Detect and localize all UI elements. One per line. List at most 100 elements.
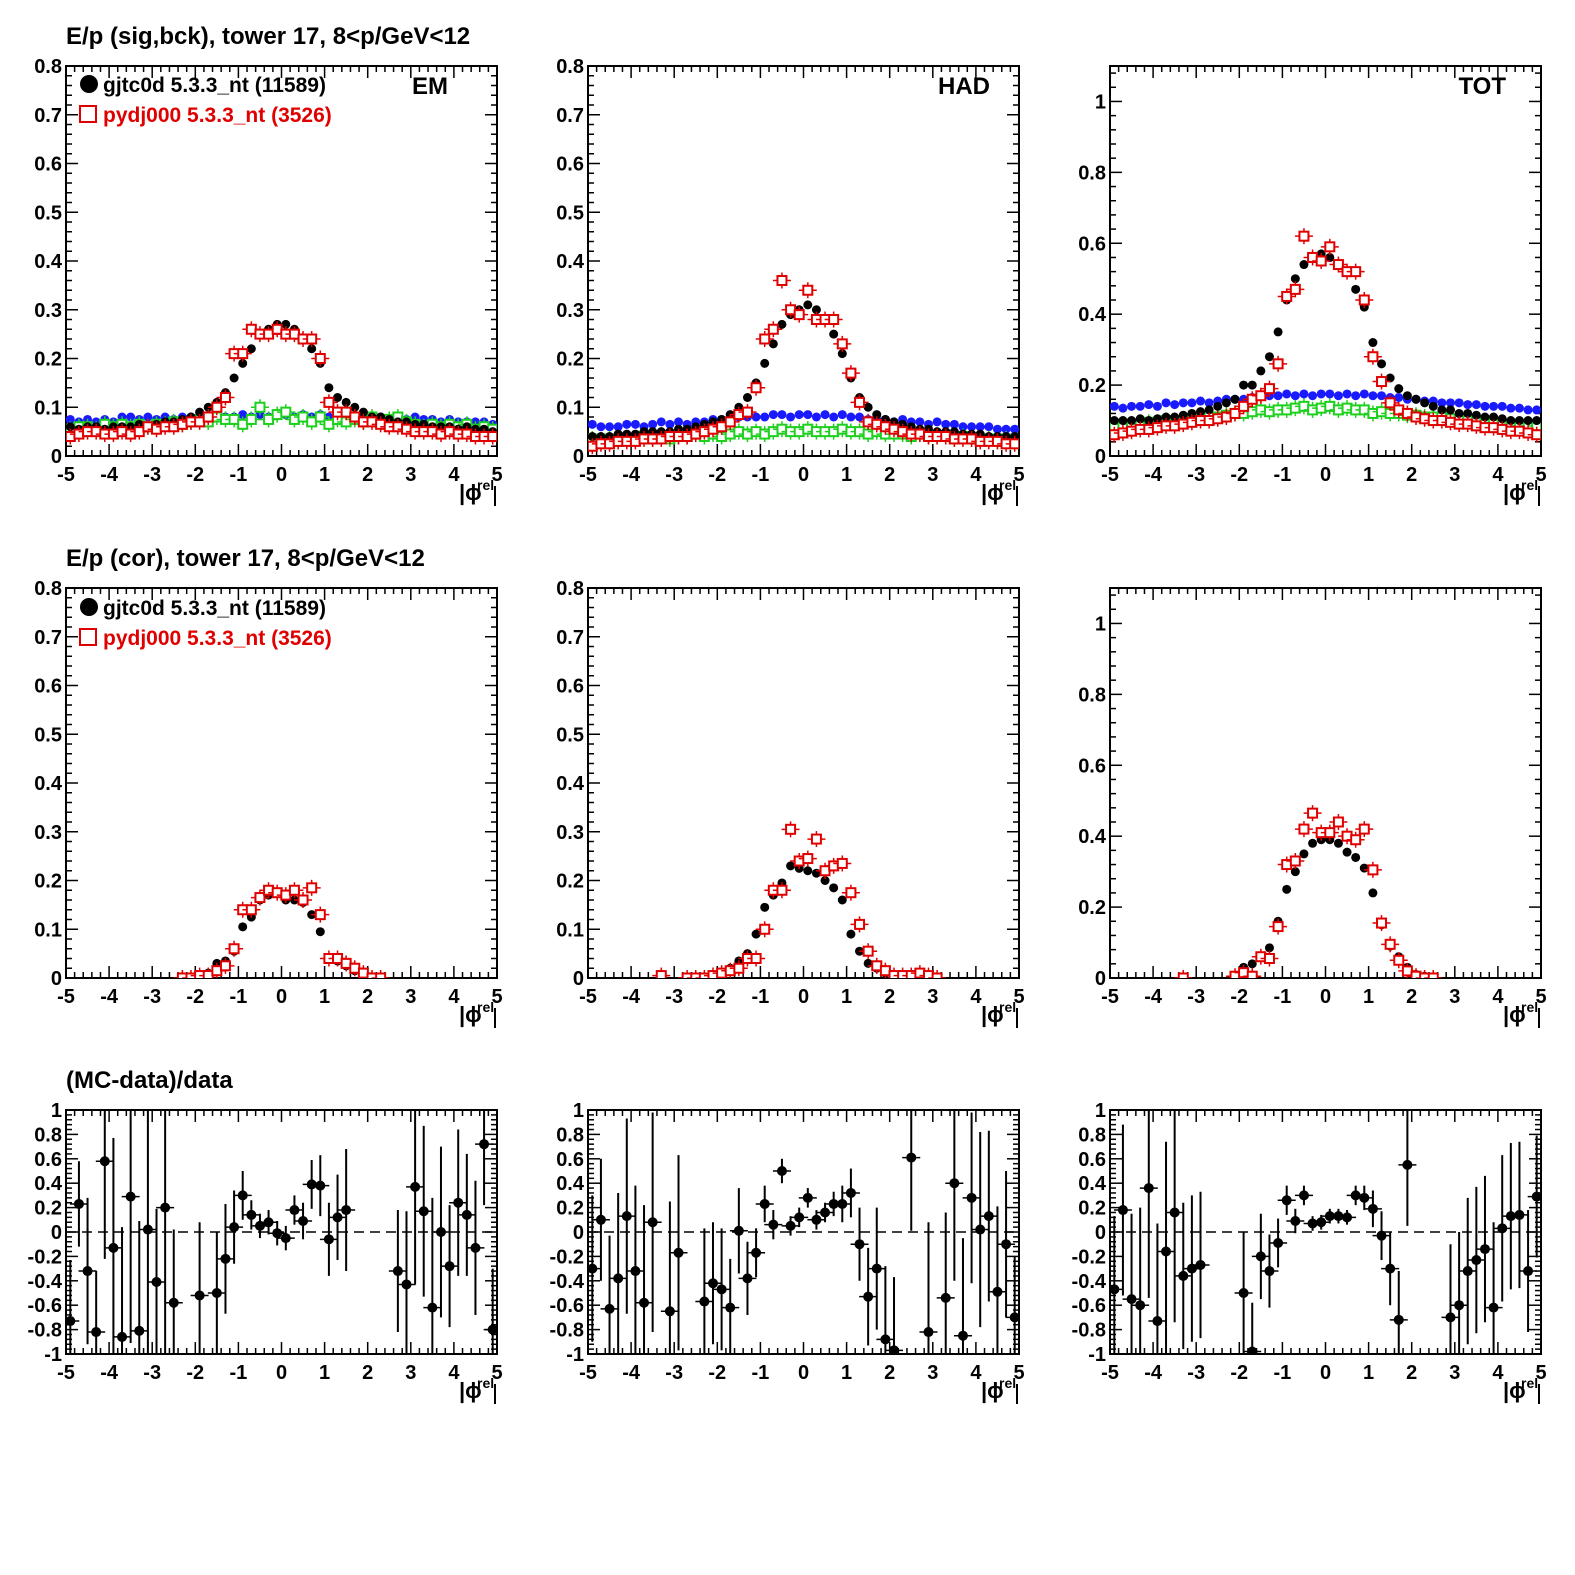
point-bck-data	[1471, 400, 1481, 410]
panel-tag-tot: TOT	[1458, 73, 1506, 100]
point-sig-data	[1351, 284, 1361, 294]
x-tick-label: 1	[1363, 986, 1374, 1008]
point-bck-mc	[254, 401, 266, 413]
ratio-point	[768, 1219, 779, 1230]
ratio-point	[487, 1324, 497, 1335]
y-tick-label: 0.6	[1078, 755, 1106, 777]
x-tick-label: 2	[362, 464, 373, 486]
point-sig-mc	[237, 348, 249, 360]
x-tick-label: 5	[1013, 1362, 1024, 1384]
plot-marks	[1110, 1110, 1541, 1354]
x-axis-label: |ϕ	[1503, 480, 1526, 505]
plot-marks	[173, 879, 390, 978]
point-bck-data	[941, 419, 951, 429]
point-sig-data	[195, 407, 205, 417]
point-sig-mc	[741, 406, 753, 418]
ratio-point	[1505, 1211, 1516, 1222]
point-cor-data	[1247, 959, 1257, 969]
y-tick-label: 0.4	[1078, 826, 1107, 848]
point-sig-data	[1385, 373, 1395, 383]
point-cor-mc	[1332, 816, 1344, 828]
x-tick-label: 0	[798, 986, 809, 1008]
x-tick-label: -2	[708, 464, 726, 486]
y-tick-label: 0.3	[34, 822, 62, 844]
point-sig-data	[1532, 416, 1541, 426]
point-sig-data	[588, 432, 597, 441]
ratio-point	[733, 1225, 744, 1236]
point-sig-mc	[219, 392, 231, 403]
y-tick-label: 0.5	[34, 724, 62, 746]
point-bck-data	[786, 412, 796, 422]
point-sig-data	[837, 349, 847, 359]
ratio-point	[1350, 1190, 1361, 1201]
point-bck-data	[1144, 400, 1154, 410]
x-tick-label: -5	[579, 464, 597, 486]
point-sig-mc	[1009, 438, 1019, 450]
point-cor-mc	[931, 972, 943, 978]
x-tick-label: -3	[143, 464, 161, 486]
ratio-point	[1135, 1300, 1146, 1311]
point-sig-mc	[1315, 255, 1327, 267]
point-bck-data	[751, 412, 761, 422]
point-bck-data	[1204, 398, 1214, 408]
point-bck-data	[648, 419, 658, 429]
legend-data-label: gjtc0d 5.3.3_nt (11589)	[103, 74, 326, 97]
point-sig-data	[1110, 416, 1119, 426]
ratio-point	[254, 1220, 265, 1231]
x-tick-label: 3	[1449, 986, 1460, 1008]
x-tick-label: -2	[708, 1362, 726, 1384]
ratio-point	[1143, 1183, 1154, 1194]
point-cor-data	[1282, 884, 1292, 894]
x-tick-label: 4	[1492, 1362, 1504, 1384]
point-bck-mc	[280, 406, 292, 418]
ratio-point	[889, 1345, 900, 1354]
point-bck-mc	[245, 413, 257, 425]
point-sig-mc	[776, 275, 788, 286]
x-tick-label: 2	[884, 1362, 895, 1384]
panel-tag-had: HAD	[938, 73, 990, 100]
y-tick-label: -1	[44, 1344, 62, 1366]
y-tick-label: 0.4	[34, 251, 63, 273]
y-tick-label: 0.6	[556, 676, 584, 698]
x-tick-label: 3	[405, 464, 416, 486]
x-axis-label: |ϕ	[459, 1378, 482, 1403]
point-sig-mc	[1376, 376, 1388, 388]
point-cor-mc	[1350, 834, 1362, 846]
ratio-point	[837, 1198, 848, 1209]
point-cor-data	[1299, 849, 1309, 859]
point-bck-data	[1170, 400, 1180, 410]
point-sig-data	[760, 358, 770, 368]
ratio-point	[66, 1316, 76, 1327]
x-axis-sup: rel	[477, 1375, 494, 1391]
y-tick-label: 0.7	[34, 627, 62, 649]
point-sig-mc	[724, 416, 736, 428]
point-cor-mc	[245, 904, 257, 916]
point-sig-data	[1480, 412, 1490, 422]
ratio-point	[1523, 1266, 1534, 1277]
ratio-point	[595, 1214, 606, 1225]
ratio-point	[237, 1190, 248, 1201]
point-bck-data	[1118, 403, 1128, 413]
point-sig-data	[872, 410, 882, 420]
x-tick-label: -5	[57, 464, 75, 486]
point-cor-mc	[750, 953, 762, 964]
point-bck-data	[622, 419, 632, 429]
point-bck-data	[1127, 401, 1137, 411]
x-tick-label: -1	[230, 986, 248, 1008]
ratio-point	[332, 1212, 343, 1223]
point-cor-mc	[1427, 972, 1439, 978]
ratio-point	[1290, 1216, 1301, 1227]
x-tick-label: -5	[57, 986, 75, 1008]
point-sig-data	[246, 344, 256, 354]
x-axis-sup: rel	[477, 477, 494, 493]
point-bck-data	[984, 422, 994, 432]
point-cor-mc	[1324, 827, 1336, 839]
point-bck-data	[1523, 405, 1533, 415]
point-sig-data	[1239, 380, 1249, 390]
legend-data-marker	[80, 75, 98, 93]
y-tick-label: 0.7	[556, 627, 584, 649]
ratio-point	[160, 1202, 171, 1213]
plot-marks	[66, 319, 497, 445]
x-axis-label: |ϕ	[459, 1002, 482, 1027]
point-sig-data	[1127, 416, 1137, 426]
